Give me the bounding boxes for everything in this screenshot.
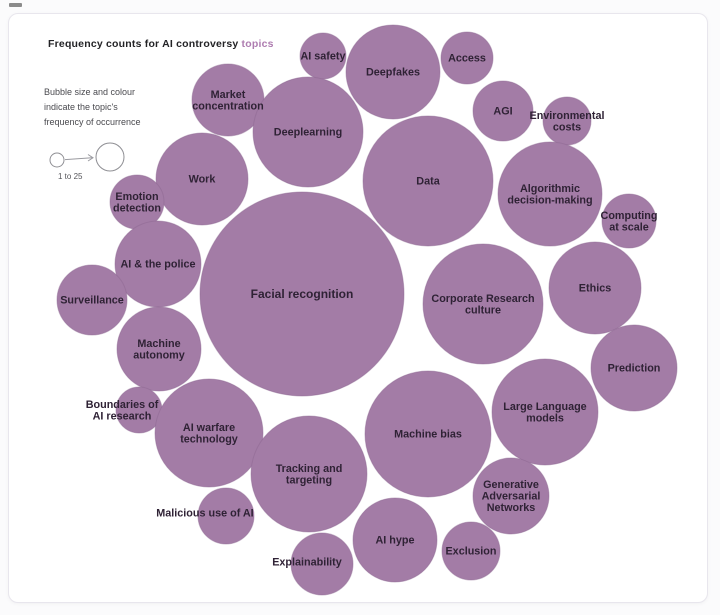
corner-mark <box>9 3 22 7</box>
title-highlight: topics <box>241 38 274 50</box>
bubble-label-prediction: Prediction <box>608 363 661 375</box>
bubble-label-machine-autonomy: Machine autonomy <box>133 338 185 362</box>
bubble-corporate-research-culture[interactable] <box>422 243 544 365</box>
legend-note-line: Bubble size and colour <box>44 87 136 97</box>
bubble-surveillance[interactable] <box>56 264 128 336</box>
bubble-label-deepfakes: Deepfakes <box>366 67 420 79</box>
bubble-circles-layer <box>56 24 678 596</box>
bubble-labels-layer: AI safety Deepfakes Access Market concentrat… <box>60 51 660 569</box>
bubble-machine-bias[interactable] <box>364 370 492 498</box>
bubble-label-ai-safety: AI safety <box>300 51 345 63</box>
bubble-label-emotion-detection: Emotion detection <box>113 191 161 215</box>
bubble-label-deeplearning: Deeplearning <box>274 127 342 139</box>
bubble-label-explainability: Explainability <box>272 557 342 569</box>
bubble-exclusion[interactable] <box>441 521 501 581</box>
bubble-facial-recognition[interactable] <box>199 191 405 397</box>
bubble-label-market-concentration: Market concentration <box>192 89 263 113</box>
bubble-ethics[interactable] <box>548 241 642 335</box>
bubble-label-ethics: Ethics <box>579 283 611 295</box>
bubble-prediction[interactable] <box>590 324 678 412</box>
legend-arrow-head-icon <box>87 154 94 162</box>
bubble-label-data: Data <box>416 176 440 188</box>
legend-note: Bubble size and colour indicate the topi… <box>44 85 184 130</box>
bubble-label-work: Work <box>189 174 217 186</box>
bubble-malicious-use-of-ai[interactable] <box>197 487 255 545</box>
bubble-label-ai-the-police: AI & the police <box>121 259 196 271</box>
bubble-label-boundaries-of-ai-research: Boundaries of AI research <box>86 399 159 423</box>
legend-scale-label: 1 to 25 <box>58 172 83 181</box>
bubble-label-environmental-costs: Environmental costs <box>530 110 605 133</box>
bubble-label-large-language-models: Large Language models <box>503 401 586 425</box>
bubble-machine-autonomy[interactable] <box>116 306 202 392</box>
bubble-label-machine-bias: Machine bias <box>394 429 462 441</box>
size-legend: 1 to 25 <box>49 142 125 181</box>
legend-small-circle <box>49 152 65 168</box>
bubble-label-agi: AGI <box>493 106 512 118</box>
bubble-deeplearning[interactable] <box>252 76 364 188</box>
bubble-deepfakes[interactable] <box>345 24 441 120</box>
bubble-ai-warfare-technology[interactable] <box>154 378 264 488</box>
bubble-label-computing-at-scale: Computing at scale <box>601 210 658 234</box>
title-text: Frequency counts for AI controversy <box>48 38 239 50</box>
bubble-access[interactable] <box>440 31 494 85</box>
bubble-ai-the-police[interactable] <box>114 220 202 308</box>
bubble-explainability[interactable] <box>290 532 354 596</box>
bubble-generative-adversarial-networks[interactable] <box>472 457 550 535</box>
legend-note-line: indicate the topic's <box>44 102 118 112</box>
bubble-label-facial-recognition: Facial recognition <box>251 287 354 301</box>
bubble-label-surveillance: Surveillance <box>60 295 124 307</box>
bubble-agi[interactable] <box>472 80 534 142</box>
bubble-algorithmic-decision-making[interactable] <box>497 141 603 247</box>
bubble-work[interactable] <box>155 132 249 226</box>
legend-note-line: frequency of occurrence <box>44 117 141 127</box>
bubble-label-ai-warfare-technology: AI warfare technology <box>180 422 238 446</box>
bubble-label-corporate-research-culture: Corporate Research culture <box>431 293 534 317</box>
bubble-ai-safety[interactable] <box>299 32 347 80</box>
bubble-computing-at-scale[interactable] <box>601 193 657 249</box>
bubble-label-exclusion: Exclusion <box>445 546 496 558</box>
bubble-tracking-and-targeting[interactable] <box>250 415 368 533</box>
legend-large-circle <box>95 142 125 172</box>
bubble-label-malicious-use-of-ai: Malicious use of AI <box>156 508 253 520</box>
bubble-large-language-models[interactable] <box>491 358 599 466</box>
bubble-label-ai-hype: AI hype <box>376 535 415 547</box>
bubble-label-generative-adversarial-networks: Generative Adversarial Networks <box>482 479 541 514</box>
bubble-label-tracking-and-targeting: Tracking and targeting <box>276 463 343 487</box>
bubble-label-algorithmic-decision-making: Algorithmic decision-making <box>507 183 592 207</box>
legend-arrow-line <box>64 157 93 161</box>
bubble-label-access: Access <box>448 53 486 65</box>
page-title: Frequency counts for AI controversy topi… <box>48 38 274 50</box>
bubble-ai-hype[interactable] <box>352 497 438 583</box>
bubble-data[interactable] <box>362 115 494 247</box>
